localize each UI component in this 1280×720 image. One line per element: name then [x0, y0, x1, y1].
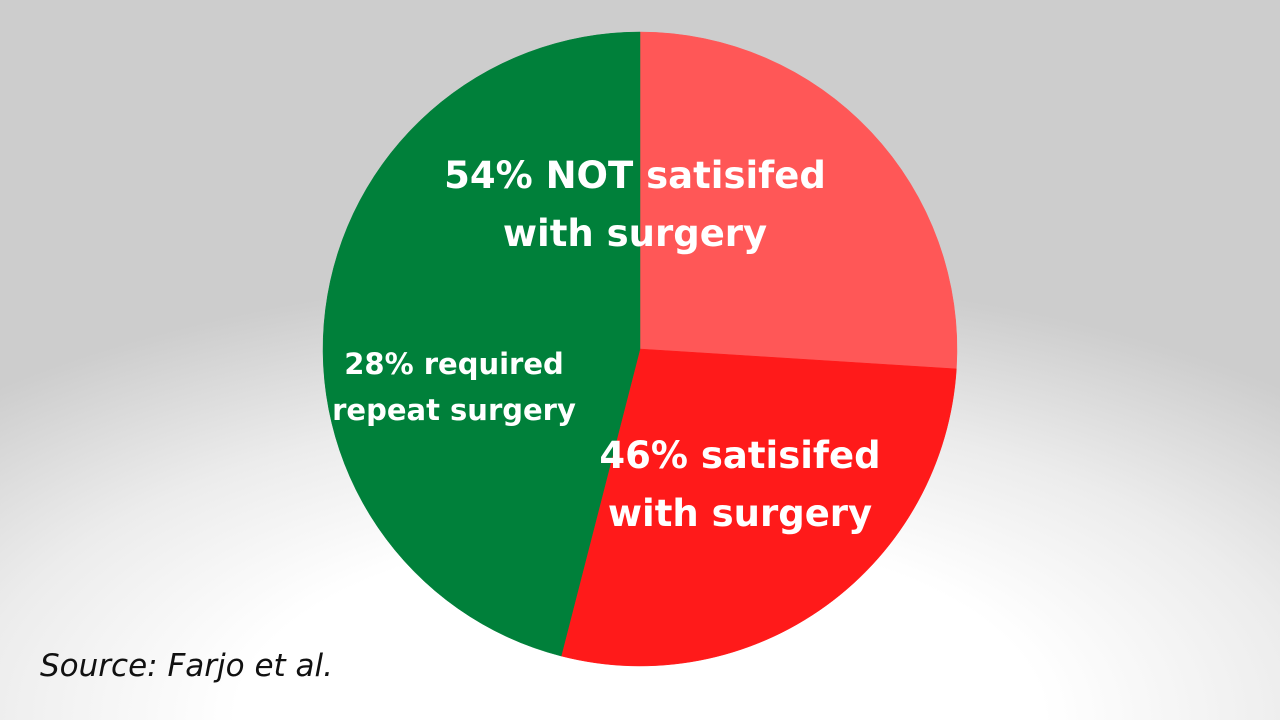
slice-label-line: with surgery [608, 492, 872, 535]
slice-label-line: repeat surgery [332, 393, 576, 427]
slice-label-repeat-surgery: 28% required repeat surgery [332, 347, 576, 427]
source-citation: Source: Farjo et al. [40, 648, 334, 684]
slice-label-line: 28% required [344, 347, 564, 381]
slice-not-satisfied [639, 31, 958, 370]
slice-satisfied [322, 31, 641, 657]
slice-label-not-satisfied: 54% NOT satisifed with surgery [444, 154, 826, 255]
slice-label-line: 46% satisifed [599, 434, 880, 477]
slice-label-satisfied: 46% satisifed with surgery [599, 434, 880, 535]
pie-slices [322, 31, 958, 667]
slice-repeat-surgery [560, 348, 957, 667]
slice-label-line: 54% NOT satisifed [444, 154, 826, 197]
slice-label-line: with surgery [503, 212, 767, 255]
slice-labels: 54% NOT satisifed with surgery 28% require… [332, 154, 880, 535]
